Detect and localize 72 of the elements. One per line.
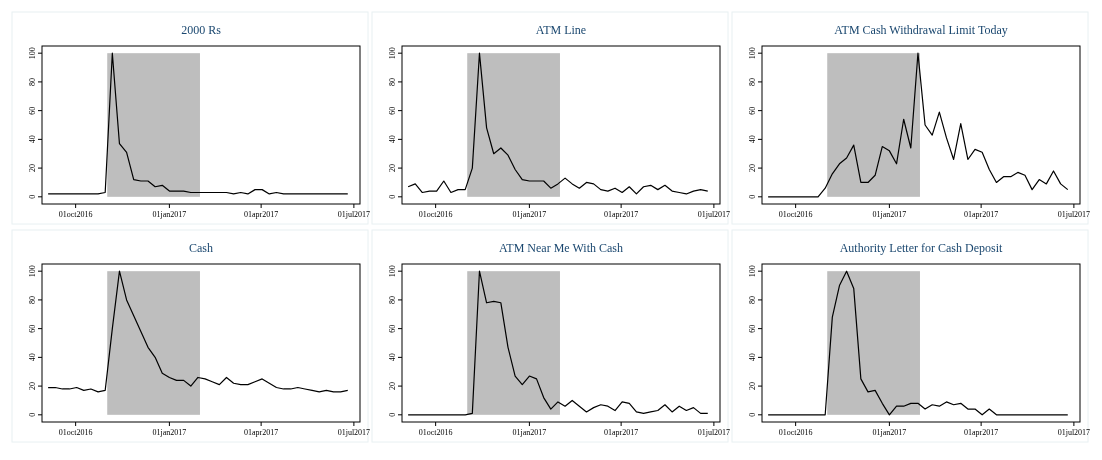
y-tick-label: 100 — [388, 265, 397, 278]
line-series — [47, 270, 349, 393]
y-tick-label: 0 — [388, 194, 397, 199]
y-tick-label: 20 — [748, 382, 757, 391]
x-tick-label: 01oct2016 — [58, 210, 93, 219]
y-tick-label: 100 — [748, 47, 757, 60]
x-tick-label: 01jan2017 — [872, 428, 907, 437]
y-tick-label: 100 — [388, 47, 397, 60]
y-tick-label: 0 — [748, 412, 757, 417]
y-tick-label: 0 — [28, 194, 37, 199]
y-tick-label: 60 — [388, 324, 397, 333]
x-tick-label: 01jul2017 — [1057, 210, 1091, 219]
y-tick-label: 60 — [388, 106, 397, 115]
y-tick-label: 20 — [28, 382, 37, 391]
line-series — [407, 270, 709, 416]
x-tick-label: 01jan2017 — [512, 210, 547, 219]
y-tick-label: 20 — [28, 164, 37, 173]
y-tick-label: 80 — [388, 295, 397, 304]
line-series — [767, 52, 1069, 198]
x-tick-label: 01jul2017 — [697, 428, 731, 437]
y-tick-label: 20 — [748, 164, 757, 173]
y-tick-label: 60 — [748, 106, 757, 115]
y-tick-label: 20 — [388, 382, 397, 391]
x-tick-label: 01jul2017 — [337, 428, 371, 437]
y-tick-label: 40 — [748, 353, 757, 362]
x-tick-label: 01jul2017 — [337, 210, 371, 219]
x-tick-label: 01apr2017 — [244, 210, 279, 219]
x-tick-label: 01apr2017 — [604, 428, 639, 437]
y-tick-label: 40 — [28, 135, 37, 144]
chart-title: 2000 Rs — [181, 23, 222, 37]
line-series — [47, 52, 349, 195]
y-tick-label: 40 — [388, 353, 397, 362]
x-tick-label: 01jul2017 — [697, 210, 731, 219]
chart-title: Authority Letter for Cash Deposit — [839, 241, 1003, 255]
y-tick-label: 60 — [28, 324, 37, 333]
y-tick-label: 60 — [748, 324, 757, 333]
chart-title: ATM Near Me With Cash — [499, 241, 623, 255]
y-tick-label: 40 — [748, 135, 757, 144]
x-tick-label: 01jul2017 — [1057, 428, 1091, 437]
y-tick-label: 60 — [28, 106, 37, 115]
x-tick-label: 01apr2017 — [244, 428, 279, 437]
y-tick-label: 100 — [748, 265, 757, 278]
y-tick-label: 80 — [748, 295, 757, 304]
chart-title: ATM Line — [535, 23, 587, 37]
line-series — [407, 52, 709, 195]
y-tick-label: 40 — [388, 135, 397, 144]
x-tick-label: 01oct2016 — [778, 210, 813, 219]
y-tick-label: 0 — [748, 194, 757, 199]
x-tick-label: 01apr2017 — [964, 428, 999, 437]
y-tick-label: 80 — [28, 77, 37, 86]
y-tick-label: 100 — [28, 47, 37, 60]
y-tick-label: 20 — [388, 164, 397, 173]
y-tick-label: 40 — [28, 353, 37, 362]
x-tick-label: 01jan2017 — [152, 428, 187, 437]
x-tick-label: 01oct2016 — [778, 428, 813, 437]
x-tick-label: 01oct2016 — [418, 428, 453, 437]
y-tick-label: 80 — [748, 77, 757, 86]
chart-title: ATM Cash Withdrawal Limit Today — [834, 23, 1008, 37]
x-tick-label: 01apr2017 — [604, 210, 639, 219]
x-tick-label: 01oct2016 — [58, 428, 93, 437]
line-series — [767, 270, 1069, 416]
y-tick-label: 100 — [28, 265, 37, 278]
x-tick-label: 01jan2017 — [872, 210, 907, 219]
x-tick-label: 01apr2017 — [964, 210, 999, 219]
x-tick-label: 01oct2016 — [418, 210, 453, 219]
y-tick-label: 0 — [28, 412, 37, 417]
y-tick-label: 80 — [388, 77, 397, 86]
chart-title: Cash — [189, 241, 213, 255]
x-tick-label: 01jan2017 — [152, 210, 187, 219]
x-tick-label: 01jan2017 — [512, 428, 547, 437]
y-tick-label: 80 — [28, 295, 37, 304]
y-tick-label: 0 — [388, 412, 397, 417]
